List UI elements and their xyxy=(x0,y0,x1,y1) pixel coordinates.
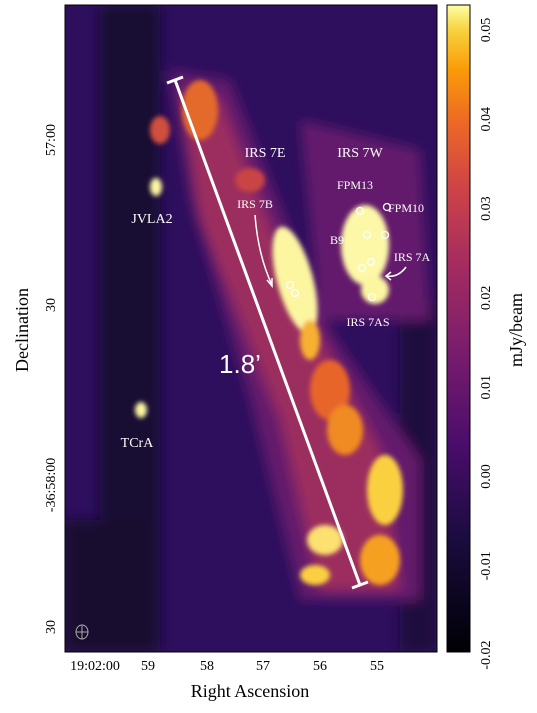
annotation: IRS 7AS xyxy=(346,315,389,329)
colorbar-label: mJy/beam xyxy=(506,293,526,367)
annotation: IRS 7E xyxy=(245,146,286,161)
x-tick-label: 58 xyxy=(200,659,214,674)
colorbar xyxy=(446,4,471,653)
x-tick-label: 55 xyxy=(370,659,384,674)
annotation: JVLA2 xyxy=(131,212,172,227)
colorbar-tick-label: 0.01 xyxy=(479,375,494,400)
colorbar-tick-label: 0.00 xyxy=(479,464,494,489)
y-tick-label: 30 xyxy=(44,298,59,312)
annotation: IRS 7W xyxy=(337,146,383,161)
annotation: B9 xyxy=(330,233,344,247)
y-tick-label: 30 xyxy=(44,620,59,634)
colorbar-tick-label: 0.02 xyxy=(479,286,494,311)
frame xyxy=(64,4,438,653)
scale-label: 1.8’ xyxy=(219,349,261,379)
annotation: TCrA xyxy=(121,436,155,451)
annotation: FPM10 xyxy=(388,201,424,215)
colorbar-tick-label: -0.02 xyxy=(479,641,494,670)
colorbar-tick-label: 0.04 xyxy=(479,107,494,132)
y-tick-label: 57:00 xyxy=(44,124,59,156)
x-axis-label: Right Ascension xyxy=(191,681,310,701)
annotation: FPM13 xyxy=(337,178,373,192)
y-axis-label: Declination xyxy=(12,288,32,372)
colorbar-tick-label: 0.05 xyxy=(479,18,494,43)
colorbar-tick-label: -0.01 xyxy=(479,551,494,580)
x-tick-label: 59 xyxy=(141,659,155,674)
y-tick-label: -36:58:00 xyxy=(44,458,59,512)
radio-map: IRS 7E IRS 7W FPM13 FPM10 IRS 7B B9 IRS … xyxy=(65,5,437,652)
colorbar-tick-label: 0.03 xyxy=(479,196,494,221)
x-tick-label: 57 xyxy=(256,659,270,674)
x-tick-label: 19:02:00 xyxy=(70,659,120,674)
annotation: IRS 7B xyxy=(237,197,273,211)
x-tick-label: 56 xyxy=(313,659,327,674)
annotation: IRS 7A xyxy=(394,250,431,264)
